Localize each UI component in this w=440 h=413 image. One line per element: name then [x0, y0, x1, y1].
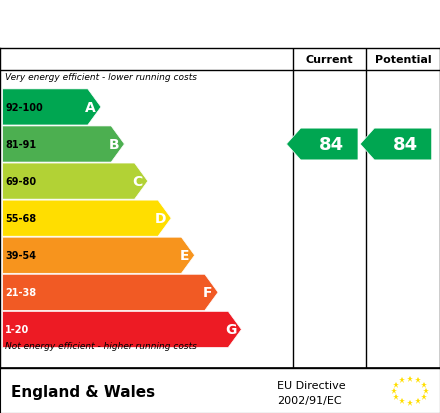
Text: England & Wales: England & Wales [11, 384, 155, 399]
Text: 84: 84 [319, 136, 344, 154]
Polygon shape [3, 311, 242, 348]
Text: Energy Efficiency Rating: Energy Efficiency Rating [11, 15, 280, 34]
Polygon shape [286, 129, 358, 161]
Text: 92-100: 92-100 [5, 103, 43, 113]
Text: 1-20: 1-20 [5, 325, 29, 335]
Text: E: E [180, 249, 189, 263]
Text: B: B [109, 138, 119, 152]
Text: 84: 84 [392, 136, 418, 154]
Text: 69-80: 69-80 [5, 177, 37, 187]
Text: 21-38: 21-38 [5, 287, 37, 298]
Polygon shape [360, 129, 432, 161]
Text: Current: Current [305, 55, 353, 64]
Polygon shape [3, 275, 218, 311]
Text: 2002/91/EC: 2002/91/EC [277, 395, 342, 405]
Polygon shape [3, 201, 171, 237]
Polygon shape [3, 237, 194, 274]
Text: F: F [203, 286, 213, 299]
Text: D: D [154, 211, 166, 225]
Polygon shape [3, 164, 148, 199]
Polygon shape [3, 90, 101, 126]
Text: 81-91: 81-91 [5, 140, 37, 150]
Text: Potential: Potential [375, 55, 431, 64]
Polygon shape [3, 127, 125, 163]
Text: 55-68: 55-68 [5, 214, 37, 223]
Text: Very energy efficient - lower running costs: Very energy efficient - lower running co… [5, 73, 197, 82]
Text: Not energy efficient - higher running costs: Not energy efficient - higher running co… [5, 341, 197, 350]
Text: EU Directive: EU Directive [277, 380, 346, 390]
Text: A: A [85, 101, 96, 115]
Text: C: C [132, 175, 143, 189]
Text: G: G [225, 323, 236, 337]
Text: 39-54: 39-54 [5, 251, 36, 261]
